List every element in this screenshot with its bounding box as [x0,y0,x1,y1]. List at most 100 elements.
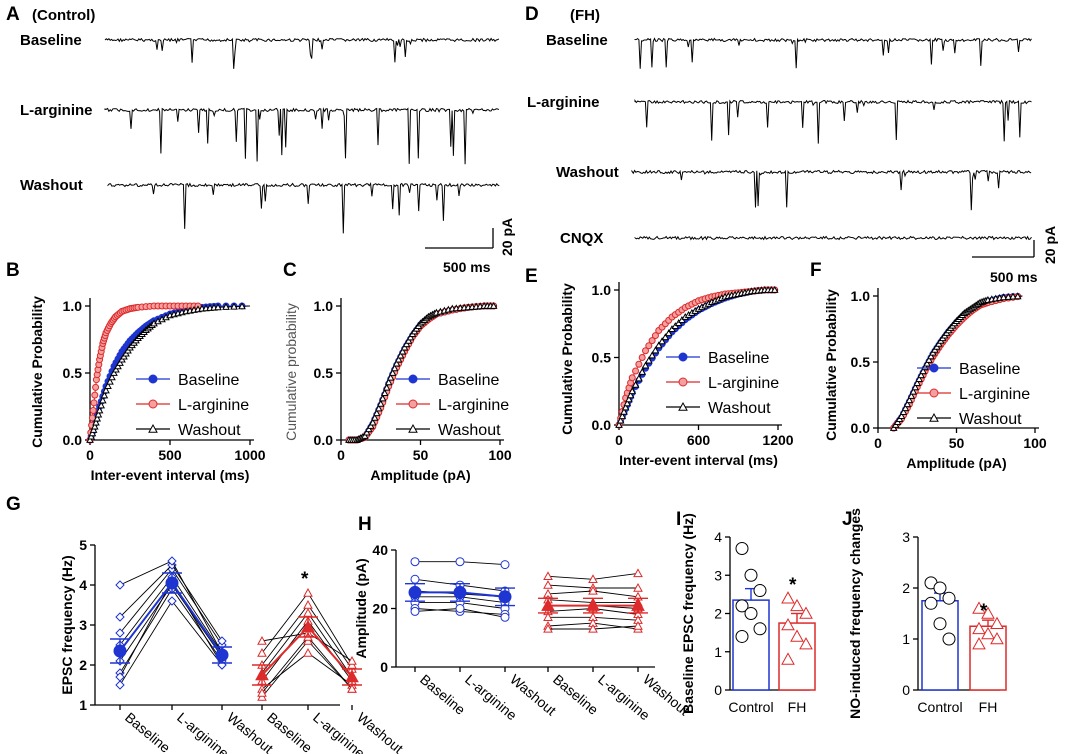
mean-point-fh [586,598,600,611]
legend-label-l-arginine: L-arginine [959,386,1030,403]
legend-marker-washout [678,401,688,411]
legend-marker-l-arginine [678,377,688,387]
data-point-washout [374,404,383,412]
data-point-washout [623,399,632,407]
panel-letter-J: J [842,509,853,530]
trace-l-arginine [634,98,1032,144]
data-point-washout [1004,292,1013,300]
data-point-washout [110,368,118,376]
data-point-l-arginine [642,347,649,355]
data-point-washout [615,420,623,428]
panel-letter-H: H [358,514,372,535]
trace-washout [631,169,1032,211]
data-point-washout [901,404,910,412]
data-point-washout [641,361,650,369]
bar-point-fh [972,621,986,635]
trace-l-arginine [104,107,500,165]
data-point-washout [618,412,627,420]
y-tick-label: 0.0 [592,417,612,433]
bar-control [921,600,959,691]
subject-point [455,557,465,567]
data-point-washout [362,428,371,436]
y-tick-label: 5 [79,537,87,553]
data-point-washout [380,389,389,396]
x-axis-label: Amplitude (pA) [906,455,1006,471]
bar-point-control [933,617,947,631]
y-axis-label: Cumulative Probability [559,283,575,435]
y-tick-label: 0.0 [314,432,334,448]
mean-point-fh [301,619,315,633]
x-category-label: Baseline [122,709,174,754]
bar-point-fh [799,606,813,619]
scale-time-label-d: 500 ms [990,269,1038,285]
y-axis-label: Amplitude (pA) [353,558,369,658]
data-point-washout [905,396,914,404]
data-point-washout [376,399,385,407]
x-category-label: Control [917,699,962,715]
data-point-washout [770,285,779,293]
trace-label-baseline: Baseline [20,32,82,49]
subject-point [347,683,357,693]
y-tick-label: 20 [372,601,388,617]
trace-cnqx [634,235,1032,241]
legend-label-washout: Washout [178,422,241,439]
y-tick-label: 2 [714,606,722,622]
data-point-washout [925,355,933,363]
data-point-washout [94,410,103,418]
data-point-washout [625,395,633,403]
subject-point [410,557,420,567]
data-point-washout [638,367,647,375]
data-point-washout [400,343,409,351]
data-point-washout [114,362,122,370]
subject-line [261,652,353,690]
subject-point [543,623,553,633]
y-tick-label: 0.5 [63,365,83,381]
mean-point-control [113,644,127,658]
x-tick-label: 0 [86,447,94,463]
trace-label-cnqx: CNQX [560,230,603,247]
legend-label-washout: Washout [438,422,501,439]
data-point-washout [100,391,109,399]
scale-current-label: 20 pA [499,218,515,256]
subject-point [500,612,510,622]
bar-point-fh [799,637,813,650]
data-point-washout [651,346,660,354]
bar-point-fh [781,617,795,631]
legend-label-baseline: Baseline [959,361,1020,378]
mean-point-control [165,576,179,590]
data-point-l-arginine [92,383,100,391]
legend-label-l-arginine: L-arginine [708,375,779,392]
data-point-washout [392,359,401,367]
bar-point-fh [981,606,995,619]
x-category-label: FH [979,699,998,715]
data-point-l-arginine [628,374,636,382]
subject-line [261,636,353,694]
scale-current-label-d: 20 pA [1042,226,1058,264]
subject-point [115,680,125,690]
data-point-l-arginine [651,332,659,340]
data-point-l-arginine [632,367,640,375]
data-point-washout [404,336,413,344]
bar-point-fh [781,591,795,604]
subject-point [115,628,125,638]
y-tick-label: 0.5 [314,365,334,381]
data-point-washout [1009,292,1017,300]
y-tick-label: 3 [714,567,722,583]
trace-label-washout: Washout [556,164,619,181]
y-axis-label: Cumulative probability [283,303,299,441]
y-tick-label: 2 [902,580,910,596]
data-point-washout [230,302,238,310]
trace-label-l-arginine: L-arginine [527,94,600,111]
legend-marker-baseline [148,374,158,384]
y-tick-label: 0 [902,682,910,698]
data-point-washout [382,383,391,391]
bar-point-control [924,596,938,610]
x-category-label: Baseline [550,671,602,718]
y-axis-label: Cumulative Probability [29,296,45,448]
subject-point [455,604,465,613]
legend-marker-washout [408,423,418,433]
bar-point-control [735,599,749,613]
data-point-washout [658,337,666,345]
bar-point-control [933,581,947,595]
data-point-washout [222,302,230,310]
